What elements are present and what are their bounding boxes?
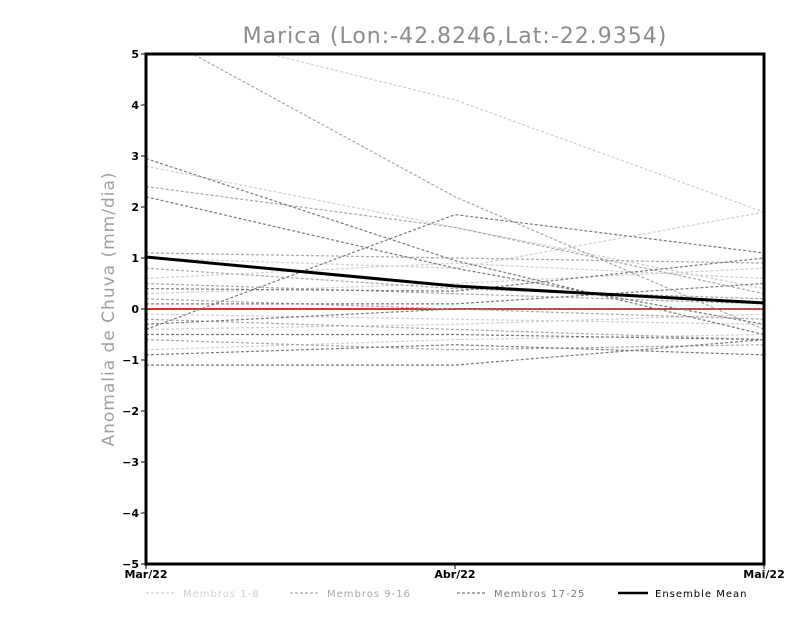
member-series-line-m21 bbox=[146, 282, 764, 305]
legend: Membros 1-8 Membros 9-16 Membros 17-25 Ense… bbox=[146, 589, 747, 600]
member-series-line-m12 bbox=[146, 267, 764, 300]
member-series-line-m19 bbox=[146, 214, 764, 330]
plot-frame bbox=[144, 52, 766, 566]
member-series-line-m15 bbox=[146, 318, 764, 341]
y-tick-label: 2 bbox=[131, 201, 139, 214]
member-series-line-m3 bbox=[146, 211, 764, 269]
legend-label: Membros 1-8 bbox=[183, 589, 260, 600]
member-series-line-m24 bbox=[146, 339, 764, 366]
y-tick-label: −3 bbox=[122, 456, 139, 469]
legend-label: Membros 17-25 bbox=[494, 589, 585, 600]
ensemble-mean-line bbox=[146, 255, 764, 305]
y-tick-label: 0 bbox=[131, 303, 139, 316]
y-tick-label: 4 bbox=[131, 99, 139, 112]
legend-label: Ensemble Mean bbox=[655, 589, 747, 600]
y-tick-label: −1 bbox=[122, 354, 139, 367]
member-series-line-m17 bbox=[146, 157, 764, 336]
y-tick-label: 1 bbox=[131, 252, 139, 265]
y-tick-label: −5 bbox=[122, 558, 139, 571]
member-series-line-m13 bbox=[146, 282, 764, 305]
member-series-line-m20 bbox=[146, 257, 764, 292]
y-axis-label: Anomalia de Chuva (mm/dia) bbox=[99, 171, 119, 446]
member-series-line-m23 bbox=[146, 333, 764, 341]
chart-title: Marica (Lon:-42.8246,Lat:-22.9354) bbox=[243, 24, 668, 49]
member-series-line-m14 bbox=[146, 298, 764, 320]
member-series-line-m6 bbox=[146, 313, 764, 325]
y-tick-label: −4 bbox=[122, 507, 139, 520]
y-tick-label: −2 bbox=[122, 405, 139, 418]
x-tick-label: Mai/22 bbox=[743, 568, 784, 581]
member-series-line-m2 bbox=[267, 54, 764, 213]
member-series-line-m5 bbox=[146, 267, 764, 295]
member-series-line-m7 bbox=[146, 313, 764, 330]
y-tick-label: 5 bbox=[131, 48, 139, 61]
legend-label: Membros 9-16 bbox=[327, 589, 411, 600]
member-series-line-m10 bbox=[146, 186, 764, 295]
member-series-line-m22 bbox=[146, 308, 764, 325]
x-tick-label: Abr/22 bbox=[434, 568, 475, 581]
y-tick-label: 3 bbox=[131, 150, 139, 163]
member-series-line-m11 bbox=[146, 252, 764, 264]
member-series-line-m16 bbox=[146, 339, 764, 351]
x-tick-label: Mar/22 bbox=[124, 568, 167, 581]
member-series-line-m18 bbox=[146, 196, 764, 325]
member-series-line-m25 bbox=[146, 344, 764, 356]
axis-ticks: −5 −4 −3 −2 −1 0 1 2 3 4 5 Mar/22 Abr/22 Mai/22 bbox=[122, 48, 785, 581]
plot-area bbox=[146, 54, 764, 366]
member-series-line-m9 bbox=[191, 54, 764, 330]
